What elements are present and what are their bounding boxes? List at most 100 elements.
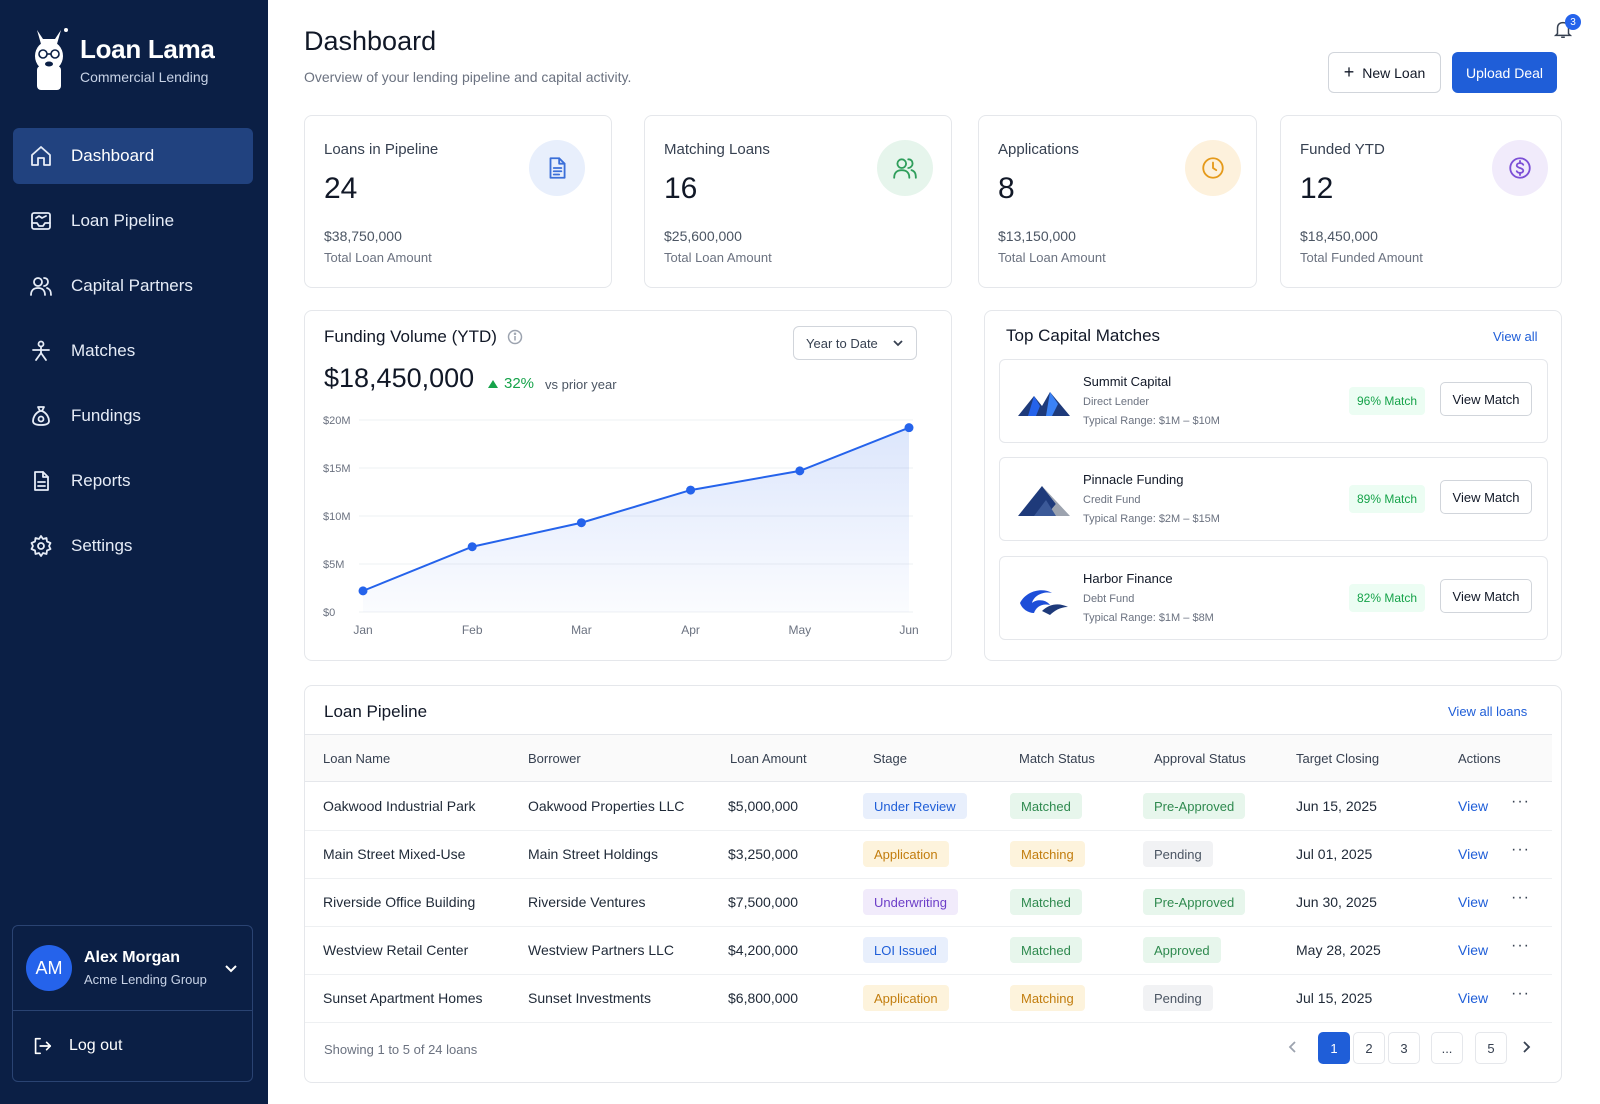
x-tick-label: Jan (353, 623, 372, 637)
column-header[interactable]: Match Status (1019, 751, 1095, 766)
brand[interactable]: Loan Lama Commercial Lending (28, 26, 215, 92)
home-icon (31, 146, 51, 166)
sidebar-item-matches[interactable]: Matches (13, 323, 253, 379)
matches-view-all-link[interactable]: View all (1493, 329, 1538, 344)
view-loan-link[interactable]: View (1458, 798, 1489, 814)
sidebar-item-fundings[interactable]: Fundings (13, 388, 253, 444)
more-actions-icon[interactable]: ··· (1511, 937, 1530, 954)
stat-label: Matching Loans (664, 141, 770, 158)
more-actions-icon[interactable]: ··· (1511, 889, 1530, 906)
column-header[interactable]: Loan Amount (730, 751, 807, 766)
pipeline-title: Loan Pipeline (324, 702, 428, 721)
match-card[interactable]: Harbor Finance Debt Fund Typical Range: … (999, 556, 1548, 640)
borrower-cell: Sunset Investments (528, 990, 651, 1006)
column-header[interactable]: Loan Name (323, 751, 391, 766)
chevron-down-icon (893, 340, 903, 347)
page-button[interactable]: 5 (1475, 1032, 1507, 1064)
stat-amount-label: Total Loan Amount (664, 250, 772, 265)
funding-amount: $18,450,000 (324, 363, 475, 393)
y-tick-label: $15M (323, 463, 351, 475)
table-row[interactable]: Oakwood Industrial Park Oakwood Propertie… (305, 783, 1552, 831)
table-row[interactable]: Sunset Apartment Homes Sunset Investments… (305, 975, 1552, 1023)
notifications-button[interactable]: 3 (1552, 14, 1581, 42)
match-card[interactable]: Summit Capital Direct Lender Typical Ran… (999, 359, 1548, 443)
more-actions-icon[interactable]: ··· (1511, 841, 1530, 858)
match-range: Typical Range: $1M – $10M (1083, 415, 1220, 427)
users-icon (30, 277, 52, 296)
data-point[interactable] (358, 586, 368, 596)
user-org: Acme Lending Group (84, 972, 207, 987)
stat-amount: $38,750,000 (324, 228, 402, 244)
matches-title: Top Capital Matches (1006, 326, 1161, 345)
view-all-loans-link[interactable]: View all loans (1448, 704, 1528, 719)
column-header[interactable]: Approval Status (1154, 751, 1246, 766)
sidebar-item-label: Capital Partners (71, 276, 193, 295)
upload-deal-button[interactable]: Upload Deal (1452, 52, 1557, 93)
more-actions-icon[interactable]: ··· (1511, 985, 1530, 1002)
data-point[interactable] (576, 518, 586, 528)
chevron-left-icon[interactable] (1284, 1038, 1302, 1056)
stat-card-funded-ytd[interactable]: Funded YTD 12 $18,450,000 Total Funded A… (1280, 115, 1562, 288)
view-match-button[interactable]: View Match (1440, 579, 1532, 613)
view-loan-link[interactable]: View (1458, 894, 1489, 910)
view-loan-link[interactable]: View (1458, 846, 1489, 862)
logout-button[interactable]: Log out (13, 1011, 252, 1081)
new-loan-button[interactable]: + New Loan (1328, 52, 1441, 93)
page-button[interactable]: 2 (1353, 1032, 1385, 1064)
stat-value: 8 (998, 172, 1015, 205)
page-button[interactable]: 1 (1318, 1032, 1350, 1064)
sidebar-item-label: Matches (71, 341, 136, 360)
stat-label: Loans in Pipeline (324, 141, 439, 158)
avatar: AM (26, 945, 72, 991)
column-header[interactable]: Target Closing (1296, 751, 1380, 766)
user-menu[interactable]: AM Alex Morgan Acme Lending Group (13, 926, 252, 1011)
stat-icon-circle (1492, 140, 1548, 196)
sidebar-item-settings[interactable]: Settings (13, 518, 253, 574)
stat-card-loans-in-pipeline[interactable]: Loans in Pipeline 24 $38,750,000 Total L… (304, 115, 612, 288)
series-area (363, 427, 909, 612)
chevron-down-icon[interactable] (224, 961, 238, 975)
sidebar-item-reports[interactable]: Reports (13, 453, 253, 509)
view-loan-link[interactable]: View (1458, 990, 1489, 1006)
document-icon (34, 471, 49, 491)
data-point[interactable] (795, 466, 805, 476)
view-match-button[interactable]: View Match (1440, 480, 1532, 514)
view-match-button[interactable]: View Match (1440, 382, 1532, 416)
loan-amount-cell: $7,500,000 (728, 894, 799, 910)
period-select[interactable]: Year to Date (793, 326, 917, 360)
sidebar-nav: Dashboard Loan Pipeline Capital Partners… (13, 128, 253, 583)
period-select-value: Year to Date (806, 335, 878, 351)
stat-icon-circle (529, 140, 585, 196)
view-loan-link[interactable]: View (1458, 942, 1489, 958)
page-button[interactable]: 3 (1388, 1032, 1420, 1064)
y-tick-label: $5M (323, 559, 344, 571)
x-tick-label: Mar (571, 623, 592, 637)
stat-value: 24 (324, 172, 358, 205)
stat-amount-label: Total Loan Amount (998, 250, 1106, 265)
table-row[interactable]: Riverside Office Building Riverside Ventu… (305, 879, 1552, 927)
table-row[interactable]: Westview Retail Center Westview Partners … (305, 927, 1552, 975)
sidebar-item-loan-pipeline[interactable]: Loan Pipeline (13, 193, 253, 249)
column-header[interactable]: Stage (873, 751, 907, 766)
users-icon (893, 158, 917, 179)
match-type: Credit Fund (1083, 494, 1141, 506)
column-header[interactable]: Borrower (528, 751, 581, 766)
data-point[interactable] (686, 485, 696, 495)
gear-icon (30, 535, 52, 557)
match-badge: Matched (1010, 889, 1082, 915)
loan-name-cell: Oakwood Industrial Park (323, 798, 476, 814)
page-ellipsis: ... (1431, 1032, 1463, 1064)
match-card[interactable]: Pinnacle Funding Credit Fund Typical Ran… (999, 457, 1548, 541)
table-row[interactable]: Main Street Mixed-Use Main Street Holding… (305, 831, 1552, 879)
data-point[interactable] (904, 423, 914, 433)
data-point[interactable] (467, 542, 477, 552)
sidebar-item-capital-partners[interactable]: Capital Partners (13, 258, 253, 314)
match-percent-badge: 89% Match (1349, 485, 1426, 513)
stat-card-applications[interactable]: Applications 8 $13,150,000 Total Loan Am… (978, 115, 1257, 288)
chevron-right-icon[interactable] (1517, 1038, 1535, 1056)
sidebar-item-dashboard[interactable]: Dashboard (13, 128, 253, 184)
stat-card-matching-loans[interactable]: Matching Loans 16 $25,600,000 Total Loan… (644, 115, 952, 288)
more-actions-icon[interactable]: ··· (1511, 793, 1530, 810)
loan-amount-cell: $3,250,000 (728, 846, 799, 862)
info-icon[interactable] (507, 329, 523, 345)
